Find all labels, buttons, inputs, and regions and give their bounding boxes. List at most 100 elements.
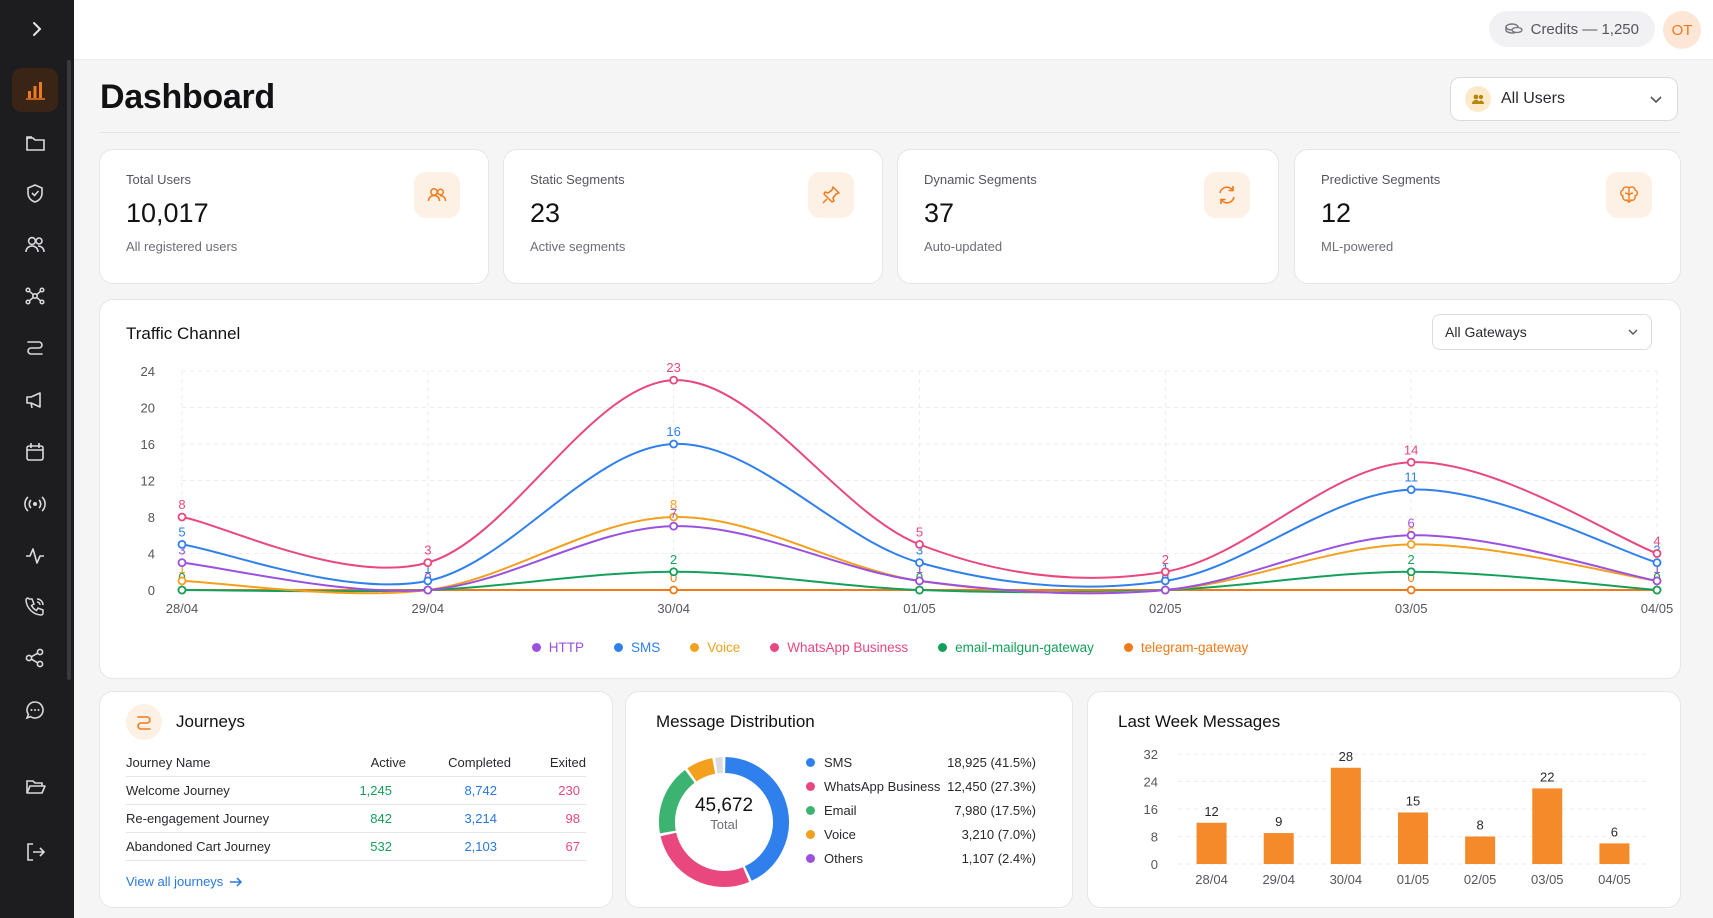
sidebar-item-route[interactable] <box>12 326 58 370</box>
page-title: Dashboard <box>100 78 275 116</box>
bar[interactable] <box>1398 812 1428 864</box>
legend-item[interactable]: Voice <box>690 640 740 655</box>
data-point[interactable] <box>423 576 433 586</box>
legend-item[interactable]: email-mailgun-gateway <box>938 640 1094 655</box>
data-point[interactable] <box>1652 549 1662 558</box>
sidebar-item-calendar[interactable] <box>12 430 58 474</box>
legend-item[interactable]: Email 7,980 (17.5%) <box>806 798 1036 822</box>
data-point[interactable] <box>669 375 679 385</box>
journey-name: Abandoned Cart Journey <box>126 832 326 861</box>
legend-item[interactable]: SMS 18,925 (41.5%) <box>806 750 1036 774</box>
stat-card: Predictive Segments 12 ML-powered <box>1294 149 1681 284</box>
sidebar-item-phone[interactable] <box>12 585 58 629</box>
column-header: Exited <box>511 750 586 777</box>
bar[interactable] <box>1465 836 1496 865</box>
legend-item[interactable]: WhatsApp Business 12,450 (27.3%) <box>806 774 1036 798</box>
donut-slice[interactable] <box>724 757 789 881</box>
data-point[interactable] <box>915 558 924 568</box>
legend-item[interactable]: HTTP <box>531 640 584 655</box>
data-point[interactable] <box>669 585 679 595</box>
megaphone-icon <box>26 392 41 409</box>
data-point[interactable] <box>177 576 187 586</box>
data-point[interactable] <box>1652 576 1662 586</box>
sidebar-scrollbar[interactable] <box>67 60 71 680</box>
data-point[interactable] <box>177 585 187 595</box>
donut-slice[interactable] <box>660 832 750 887</box>
data-label: 22 <box>1540 769 1554 784</box>
donut-slice[interactable] <box>659 770 695 834</box>
sidebar-item-shield-check[interactable] <box>12 171 58 215</box>
sidebar-item-analytics[interactable] <box>12 68 58 112</box>
sidebar-item-folder[interactable] <box>12 120 58 164</box>
sidebar-item-megaphone[interactable] <box>12 378 58 422</box>
sidebar-item-broadcast[interactable] <box>12 482 58 526</box>
data-point[interactable] <box>177 558 187 568</box>
data-point[interactable] <box>669 521 679 531</box>
sidebar-item-users[interactable] <box>12 222 58 266</box>
bar[interactable] <box>1330 767 1361 864</box>
data-label: 8 <box>178 497 185 512</box>
data-point[interactable] <box>1406 585 1416 595</box>
sidebar-item-network[interactable] <box>12 274 58 318</box>
data-point[interactable] <box>1160 567 1170 577</box>
sidebar-item-folder-open[interactable] <box>12 764 58 808</box>
data-point[interactable] <box>669 439 679 449</box>
sidebar-item-chat[interactable] <box>12 688 58 732</box>
data-point[interactable] <box>423 585 433 595</box>
data-point[interactable] <box>669 567 679 577</box>
donut-slice[interactable] <box>687 758 716 782</box>
legend-item[interactable]: Voice 3,210 (7.0%) <box>806 822 1036 846</box>
data-point[interactable] <box>1406 530 1416 540</box>
legend-item[interactable]: WhatsApp Business <box>770 640 908 655</box>
data-label: 3 <box>178 543 185 558</box>
data-point[interactable] <box>1406 457 1416 467</box>
journey-exited: 230 <box>511 776 586 805</box>
view-all-journeys-link[interactable]: View all journeys <box>126 874 243 889</box>
bar[interactable] <box>1196 822 1227 864</box>
data-label: 0 <box>1408 570 1415 585</box>
data-point[interactable] <box>1160 585 1170 595</box>
bar[interactable] <box>1263 833 1294 864</box>
title-divider <box>100 132 1680 133</box>
data-point[interactable] <box>423 558 433 568</box>
data-label: 7 <box>670 506 677 521</box>
sidebar-item-activity[interactable] <box>12 534 58 578</box>
bar[interactable] <box>1532 788 1563 864</box>
data-point[interactable] <box>1160 576 1170 586</box>
stat-icon-badge <box>1204 172 1250 218</box>
credits-badge[interactable]: Credits — 1,250 <box>1488 11 1655 47</box>
data-point[interactable] <box>1406 539 1416 549</box>
legend-item[interactable]: SMS <box>614 640 660 655</box>
stat-label: Static Segments <box>530 172 625 187</box>
avatar[interactable]: OT <box>1663 11 1701 49</box>
data-point[interactable] <box>1406 485 1416 495</box>
data-point[interactable] <box>1406 567 1416 577</box>
x-tick-label: 29/04 <box>412 601 445 616</box>
sidebar-toggle-button[interactable] <box>22 14 52 44</box>
donut-slice[interactable] <box>715 757 724 774</box>
data-point[interactable] <box>1652 585 1662 595</box>
table-row[interactable]: Welcome Journey 1,245 8,742 230 <box>126 776 586 805</box>
data-point[interactable] <box>669 512 679 522</box>
table-row[interactable]: Abandoned Cart Journey 532 2,103 67 <box>126 832 586 861</box>
bar[interactable] <box>1599 843 1630 864</box>
x-tick-label: 02/05 <box>1464 872 1497 887</box>
data-point[interactable] <box>177 539 187 549</box>
sidebar-item-logout[interactable] <box>12 830 58 874</box>
sidebar-item-share[interactable] <box>12 636 58 680</box>
data-point[interactable] <box>177 512 187 522</box>
data-point[interactable] <box>915 576 924 586</box>
gateway-filter-select[interactable]: All Gateways <box>1432 314 1652 350</box>
table-row[interactable]: Re-engagement Journey 842 3,214 98 <box>126 804 586 833</box>
data-label: 4 <box>1653 534 1660 549</box>
legend-item[interactable]: telegram-gateway <box>1123 640 1248 655</box>
user-filter-select[interactable]: All Users <box>1450 77 1678 121</box>
data-point[interactable] <box>1652 558 1662 568</box>
gateway-filter-value: All Gateways <box>1445 324 1527 340</box>
data-point[interactable] <box>915 539 924 549</box>
stat-value: 37 <box>924 198 955 228</box>
x-tick-label: 03/05 <box>1531 872 1564 887</box>
data-point[interactable] <box>915 585 924 595</box>
legend-item[interactable]: Others 1,107 (2.4%) <box>806 846 1036 870</box>
stat-value: 23 <box>530 198 561 228</box>
